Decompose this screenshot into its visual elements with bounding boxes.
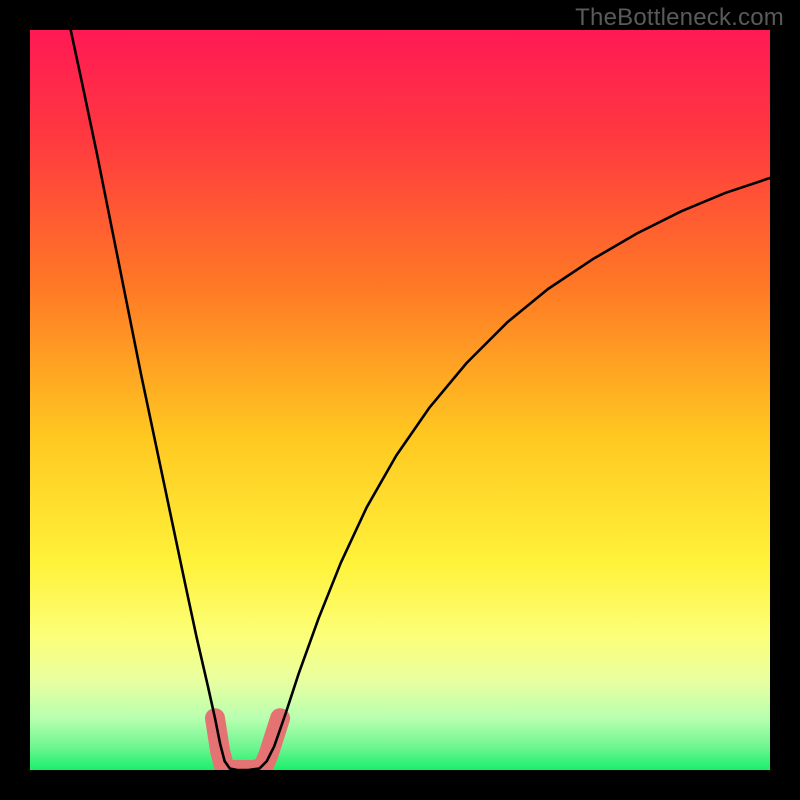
bottleneck-plot	[0, 0, 800, 800]
watermark-text: TheBottleneck.com	[575, 4, 784, 32]
chart-container: TheBottleneck.com	[0, 0, 800, 800]
plot-background	[30, 30, 770, 770]
